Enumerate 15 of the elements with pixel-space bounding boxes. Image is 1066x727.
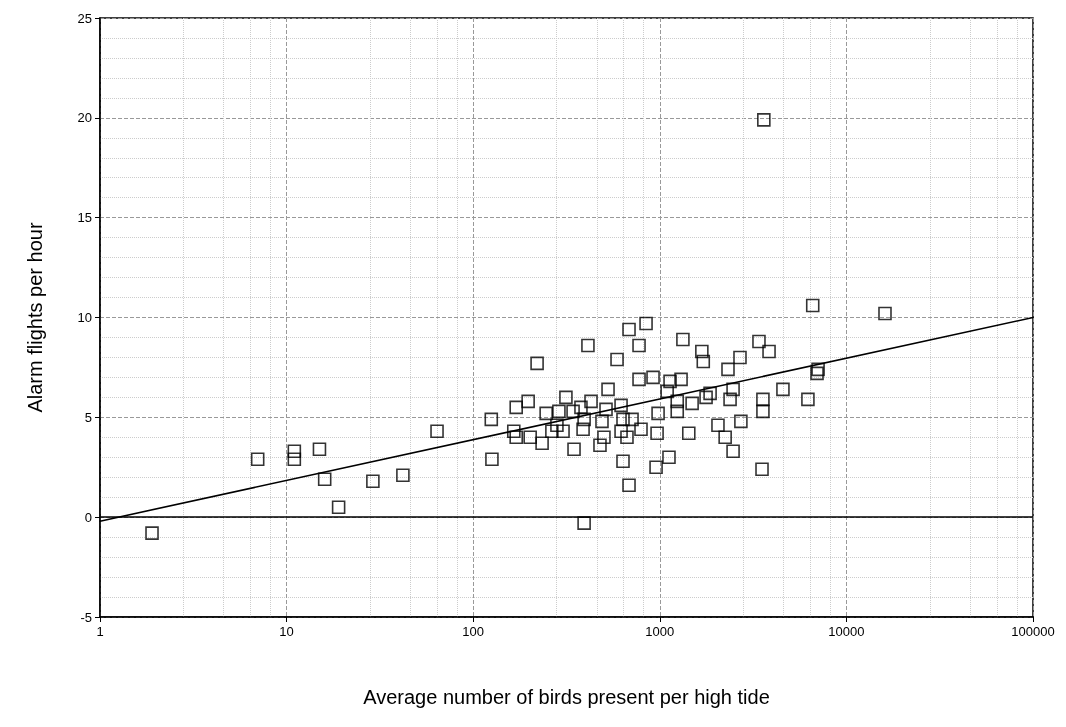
x-axis-title: Average number of birds present per high tide xyxy=(363,686,770,708)
y-axis-title: Alarm flights per hour xyxy=(24,222,46,413)
x-tick-label: 10 xyxy=(279,624,294,639)
y-tick-label: 5 xyxy=(84,409,92,425)
y-tick-label: 25 xyxy=(77,10,92,26)
x-tick-label: 100000 xyxy=(1011,624,1055,639)
x-tick-label: 1000 xyxy=(645,624,675,639)
y-tick-label: 0 xyxy=(84,509,92,525)
x-tick-label: 100 xyxy=(462,624,485,639)
y-tick-label: -5 xyxy=(80,609,92,625)
y-tick-label: 10 xyxy=(77,310,92,325)
y-tick-label: 20 xyxy=(77,110,92,126)
x-tick-label: 1 xyxy=(96,624,104,639)
y-tick-label: 15 xyxy=(77,210,92,226)
x-tick-label: 10000 xyxy=(828,624,865,639)
